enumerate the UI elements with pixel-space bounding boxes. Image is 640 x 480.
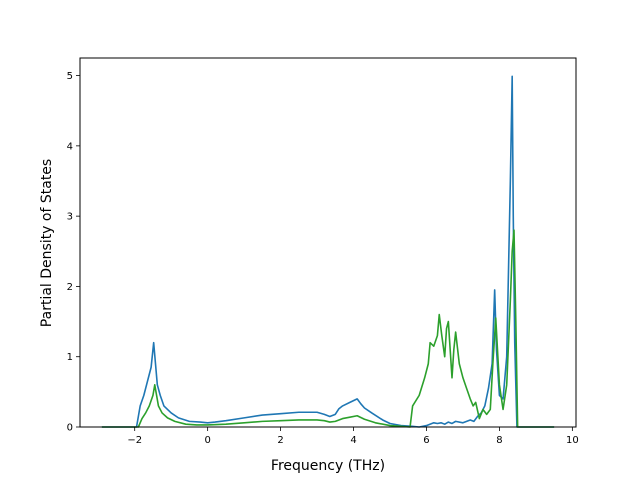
y-tick-label: 2 [67,282,73,293]
y-tick-label: 0 [67,423,73,434]
y-tick-label: 4 [67,141,73,152]
x-tick-label: 6 [423,435,429,446]
x-axis-ticks: −2 0 2 4 6 8 10 [127,427,579,446]
x-tick-label: 2 [277,435,283,446]
series-layer [101,75,555,428]
series-line-1 [101,75,555,428]
y-tick-label: 5 [67,71,73,82]
y-axis-ticks: 0 1 2 3 4 5 [67,71,80,434]
x-tick-label: 4 [350,435,356,446]
x-axis-label: Frequency (THz) [271,458,385,474]
y-tick-label: 3 [67,212,73,223]
series-line-2 [101,229,555,428]
y-tick-label: 1 [67,352,73,363]
x-tick-label: 0 [204,435,210,446]
y-axis-label: Partial Density of States [39,159,55,327]
x-tick-label: −2 [127,435,142,446]
x-tick-label: 10 [566,435,579,446]
plot-frame [79,57,577,428]
x-tick-label: 8 [496,435,502,446]
